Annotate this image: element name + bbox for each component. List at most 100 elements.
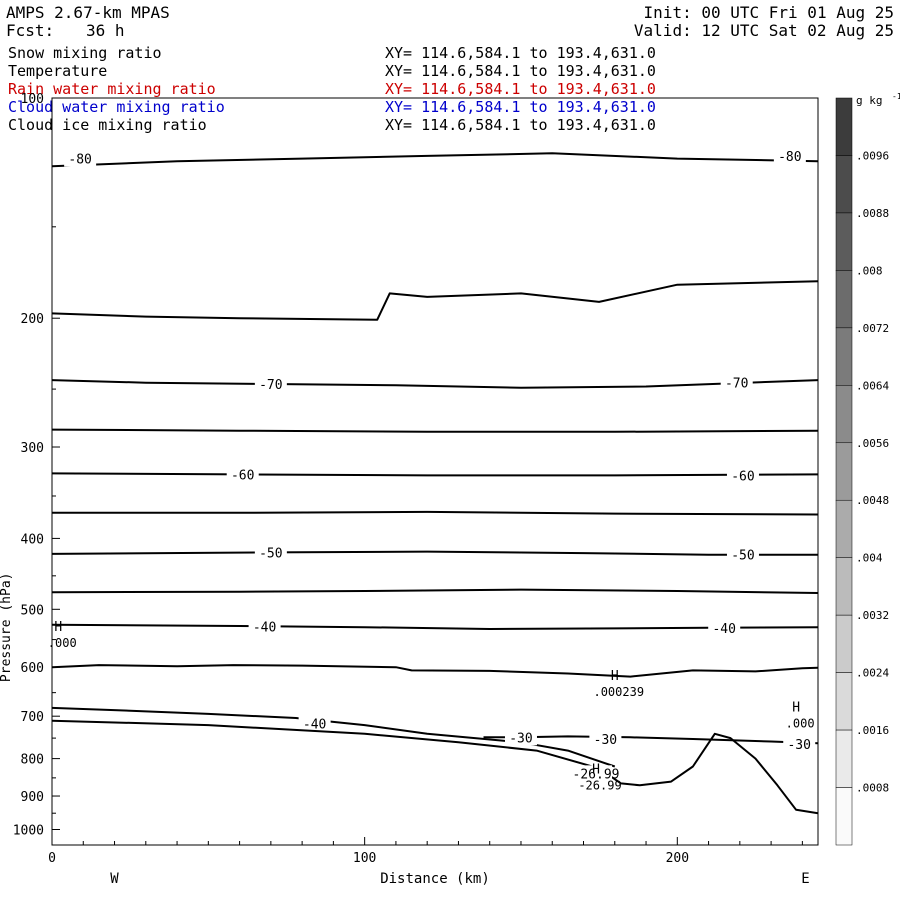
contour-label-bg	[783, 735, 816, 752]
colorbar-swatch	[835, 385, 853, 444]
contour-label-bg	[708, 619, 741, 636]
temperature-contour	[51, 719, 819, 815]
model-title: AMPS 2.67-km MPAS	[6, 3, 170, 22]
contour-label-bg	[248, 618, 281, 635]
high-marker-value: .000239	[593, 685, 644, 699]
contour-label-bg	[726, 546, 759, 563]
contour-label-bg	[589, 730, 622, 747]
y-axis-label: Pressure (hPa)	[0, 573, 14, 683]
colorbar-swatch	[835, 787, 853, 846]
field-xy-range: XY= 114.6,584.1 to 193.4,631.0	[385, 62, 656, 80]
field-xy-range: XY= 114.6,584.1 to 193.4,631.0	[385, 44, 656, 62]
contour-label: -50	[731, 549, 754, 564]
colorbar-swatch	[835, 155, 853, 214]
y-tick-label: 900	[21, 790, 44, 805]
colorbar-swatch	[835, 97, 853, 156]
y-tick-label: 1000	[13, 824, 44, 839]
temperature-contour	[52, 510, 819, 516]
temperature-contour	[51, 706, 616, 768]
high-marker: H	[592, 762, 600, 777]
y-tick-label: 600	[21, 661, 44, 676]
field-name: Snow mixing ratio	[8, 44, 162, 62]
colorbar-label: .0064	[856, 379, 889, 392]
contour-label: -30	[787, 738, 810, 753]
y-tick-label: 400	[21, 532, 44, 547]
high-marker-value: .000	[786, 717, 815, 731]
valid-time: Valid: 12 UTC Sat 02 Aug 25	[633, 21, 894, 40]
field-name: Rain water mixing ratio	[8, 80, 216, 98]
contour-label-bg	[726, 467, 759, 484]
colorbar-swatch	[835, 442, 853, 501]
temperature-contour	[51, 428, 819, 433]
high-marker: H	[792, 701, 800, 716]
contour-label-bg	[504, 729, 537, 746]
contour-label: -40	[253, 621, 276, 636]
high-marker-value: -26.99	[578, 778, 621, 792]
forecast-label: Fcst:	[6, 21, 55, 40]
west-label: W	[110, 871, 119, 887]
contour-label-bg	[773, 147, 806, 164]
colorbar-label: .0024	[856, 667, 889, 680]
x-tick-label: 200	[666, 851, 689, 866]
colorbar-swatch	[835, 499, 853, 558]
contour-label: -30	[594, 733, 617, 748]
contour-label-bg	[298, 715, 331, 732]
contour-label-bg	[64, 150, 97, 167]
temperature-contour	[51, 550, 818, 556]
contour-label: -70	[725, 377, 748, 392]
colorbar-swatch	[835, 729, 853, 788]
contour-label: -50	[259, 546, 282, 561]
y-tick-label: 300	[21, 441, 44, 456]
y-tick-label: 500	[21, 603, 44, 618]
y-tick-label: 100	[21, 92, 44, 107]
east-label: E	[801, 871, 809, 887]
contour-label: -40	[303, 717, 326, 732]
colorbar-label: .0032	[856, 609, 889, 622]
y-tick-label: 700	[21, 710, 44, 725]
colorbar-label: .004	[856, 552, 883, 565]
contour-label: -70	[259, 378, 282, 393]
colorbar-unit-exponent: -1	[892, 92, 900, 101]
colorbar-swatch	[835, 672, 853, 731]
colorbar-swatch	[835, 212, 853, 271]
field-xy-range: XY= 114.6,584.1 to 193.4,631.0	[385, 80, 656, 98]
contour-label: -26.99	[573, 767, 620, 782]
contour-label-bg	[580, 765, 613, 782]
temperature-contour	[51, 379, 819, 389]
contour-label: -60	[731, 469, 754, 484]
colorbar-swatch	[835, 270, 853, 329]
field-name: Cloud water mixing ratio	[8, 98, 225, 116]
temperature-contour	[51, 588, 819, 594]
field-xy-range: XY= 114.6,584.1 to 193.4,631.0	[385, 98, 656, 116]
colorbar-swatch	[835, 557, 853, 616]
colorbar-label: .0072	[856, 322, 889, 335]
x-tick-label: 0	[48, 851, 56, 866]
contour-label-bg	[254, 544, 287, 561]
temperature-contour	[51, 280, 819, 321]
colorbar-unit: g kg	[856, 94, 883, 107]
colorbar-label: .0008	[856, 782, 889, 795]
plot-frame	[51, 97, 819, 846]
forecast-hours: 36 h	[86, 21, 125, 40]
field-name: Cloud ice mixing ratio	[8, 116, 207, 134]
colorbar-label: .0048	[856, 494, 889, 507]
y-tick-label: 200	[21, 312, 44, 327]
temperature-contour	[51, 152, 819, 168]
colorbar-swatch	[835, 614, 853, 673]
init-time: Init: 00 UTC Fri 01 Aug 25	[643, 3, 894, 22]
y-tick-label: 800	[21, 753, 44, 768]
high-marker: H	[611, 669, 619, 684]
contour-label: -40	[712, 622, 735, 637]
contour-label-bg	[720, 374, 753, 391]
colorbar-label: .0016	[856, 724, 889, 737]
contour-label: -80	[778, 150, 801, 165]
temperature-contour	[51, 623, 819, 630]
contour-label-bg	[254, 375, 287, 392]
colorbar-label: .0096	[856, 149, 889, 162]
temperature-contour	[51, 472, 819, 477]
x-tick-label: 100	[353, 851, 376, 866]
high-marker-value: .000	[48, 636, 77, 650]
temperature-contour	[51, 664, 819, 678]
field-name: Temperature	[8, 62, 108, 80]
